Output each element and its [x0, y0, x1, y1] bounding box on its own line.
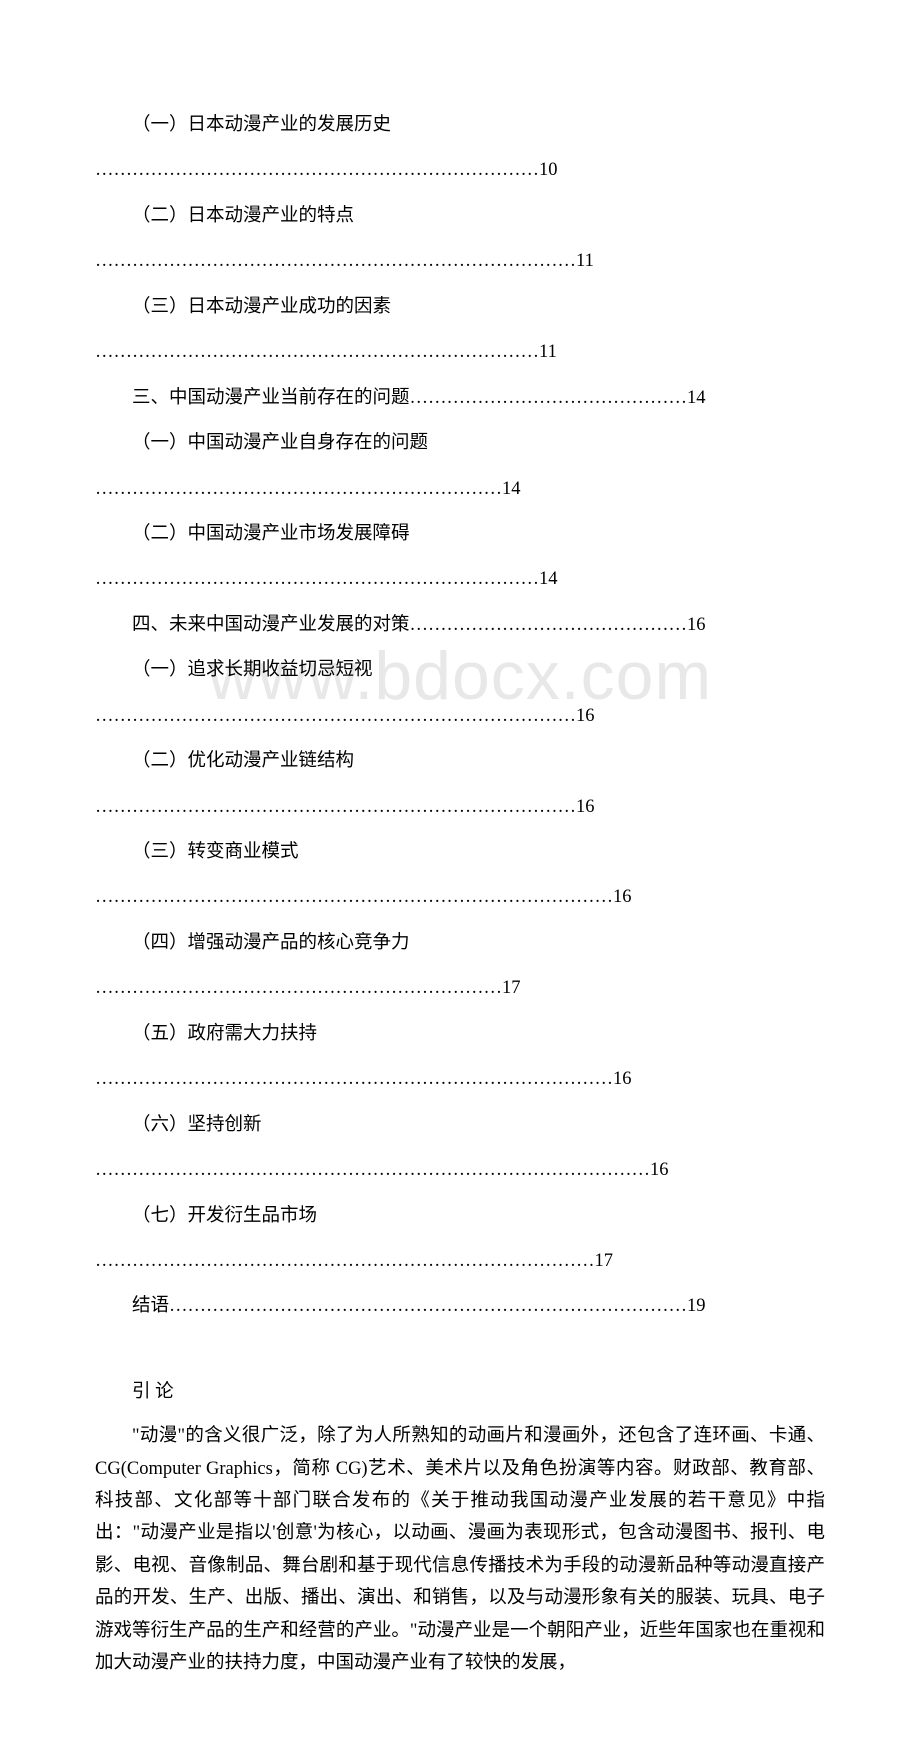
toc-entry-4-4: （四）增强动漫产品的核心竞争力: [95, 928, 825, 959]
toc-page: 11: [576, 251, 594, 271]
toc-label: （二）优化动漫产业链结构: [132, 751, 354, 771]
toc-entry-4-7: （七）开发衍生品市场: [95, 1201, 825, 1232]
toc-entry-1-3-cont: ………………………………………………………………11: [95, 337, 825, 368]
toc-page: 14: [687, 388, 706, 408]
toc-entry-3-2: （二）中国动漫产业市场发展障碍: [95, 519, 825, 550]
toc-entry-4-4-cont: …………………………………………………………17: [95, 973, 825, 1004]
toc-dots: ………………………………………………………………………………: [95, 1160, 650, 1180]
toc-entry-section-3: 三、中国动漫产业当前存在的问题………………………………………14: [95, 383, 825, 414]
toc-entry-4-2-cont: ……………………………………………………………………16: [95, 792, 825, 823]
toc-entry-4-6-cont: ………………………………………………………………………………16: [95, 1155, 825, 1186]
toc-page: 17: [595, 1251, 614, 1271]
toc-entry-3-1-cont: …………………………………………………………14: [95, 474, 825, 505]
toc-label: （一）日本动漫产业的发展历史: [132, 115, 391, 135]
toc-dots: …………………………………………………………………………: [95, 887, 613, 907]
toc-entry-4-1-cont: ……………………………………………………………………16: [95, 701, 825, 732]
toc-page: 16: [576, 797, 595, 817]
toc-label: （二）日本动漫产业的特点: [132, 206, 354, 226]
toc-dots: ……………………………………………………………………: [95, 797, 576, 817]
section-spacer: [95, 1337, 825, 1369]
toc-entry-1-1-cont: ………………………………………………………………10: [95, 155, 825, 186]
toc-label: 三、中国动漫产业当前存在的问题: [132, 388, 410, 408]
toc-label: （五）政府需大力扶持: [132, 1024, 317, 1044]
toc-label: （三）日本动漫产业成功的因素: [132, 297, 391, 317]
toc-entry-section-4: 四、未来中国动漫产业发展的对策………………………………………16: [95, 610, 825, 641]
toc-page: 16: [576, 706, 595, 726]
toc-entry-4-5-cont: …………………………………………………………………………16: [95, 1064, 825, 1095]
toc-entry-1-3: （三）日本动漫产业成功的因素: [95, 292, 825, 323]
toc-label: （一）追求长期收益切忌短视: [132, 660, 373, 680]
toc-page: 17: [502, 978, 521, 998]
toc-dots: ………………………………………: [410, 388, 688, 408]
toc-dots: ………………………………………………………………: [95, 160, 539, 180]
toc-page: 16: [613, 887, 632, 907]
toc-page: 14: [539, 569, 558, 589]
toc-dots: ………………………………………………………………………: [95, 1251, 595, 1271]
toc-label: （七）开发衍生品市场: [132, 1206, 317, 1226]
toc-label: （六）坚持创新: [132, 1115, 262, 1135]
toc-label: （一）中国动漫产业自身存在的问题: [132, 433, 428, 453]
toc-label: （三）转变商业模式: [132, 842, 299, 862]
toc-page: 16: [687, 615, 706, 635]
toc-entry-1-2-cont: ……………………………………………………………………11: [95, 246, 825, 277]
toc-entry-4-6: （六）坚持创新: [95, 1110, 825, 1141]
toc-label: （二）中国动漫产业市场发展障碍: [132, 524, 410, 544]
toc-dots: ………………………………………………………………: [95, 342, 539, 362]
page-content: （一）日本动漫产业的发展历史 ………………………………………………………………1…: [0, 0, 920, 1739]
toc-dots: …………………………………………………………………………: [95, 1069, 613, 1089]
toc-label: （四）增强动漫产品的核心竞争力: [132, 933, 410, 953]
toc-entry-3-1: （一）中国动漫产业自身存在的问题: [95, 428, 825, 459]
toc-page: 11: [539, 342, 557, 362]
toc-entry-4-1: （一）追求长期收益切忌短视: [95, 655, 825, 686]
toc-label: 结语: [132, 1296, 169, 1316]
toc-page: 16: [650, 1160, 669, 1180]
toc-page: 10: [539, 160, 558, 180]
toc-page: 19: [687, 1296, 706, 1316]
toc-dots: …………………………………………………………: [95, 978, 502, 998]
toc-page: 16: [613, 1069, 632, 1089]
toc-dots: …………………………………………………………: [95, 479, 502, 499]
toc-dots: ……………………………………………………………………: [95, 706, 576, 726]
toc-entry-4-3: （三）转变商业模式: [95, 837, 825, 868]
intro-heading: 引 论: [95, 1377, 825, 1408]
toc-label: 四、未来中国动漫产业发展的对策: [132, 615, 410, 635]
toc-dots: ………………………………………………………………: [95, 569, 539, 589]
toc-entry-4-7-cont: ………………………………………………………………………17: [95, 1246, 825, 1277]
toc-dots: ……………………………………………………………………: [95, 251, 576, 271]
toc-page: 14: [502, 479, 521, 499]
toc-entry-conclusion: 结语…………………………………………………………………………19: [95, 1291, 825, 1322]
toc-entry-1-1: （一）日本动漫产业的发展历史: [95, 110, 825, 141]
toc-entry-4-2: （二）优化动漫产业链结构: [95, 746, 825, 777]
intro-paragraph: "动漫"的含义很广泛，除了为人所熟知的动画片和漫画外，还包含了连环画、卡通、CG…: [95, 1420, 825, 1679]
toc-dots: …………………………………………………………………………: [169, 1296, 687, 1316]
toc-entry-3-2-cont: ………………………………………………………………14: [95, 564, 825, 595]
toc-entry-4-3-cont: …………………………………………………………………………16: [95, 882, 825, 913]
toc-dots: ………………………………………: [410, 615, 688, 635]
toc-entry-1-2: （二）日本动漫产业的特点: [95, 201, 825, 232]
toc-entry-4-5: （五）政府需大力扶持: [95, 1019, 825, 1050]
